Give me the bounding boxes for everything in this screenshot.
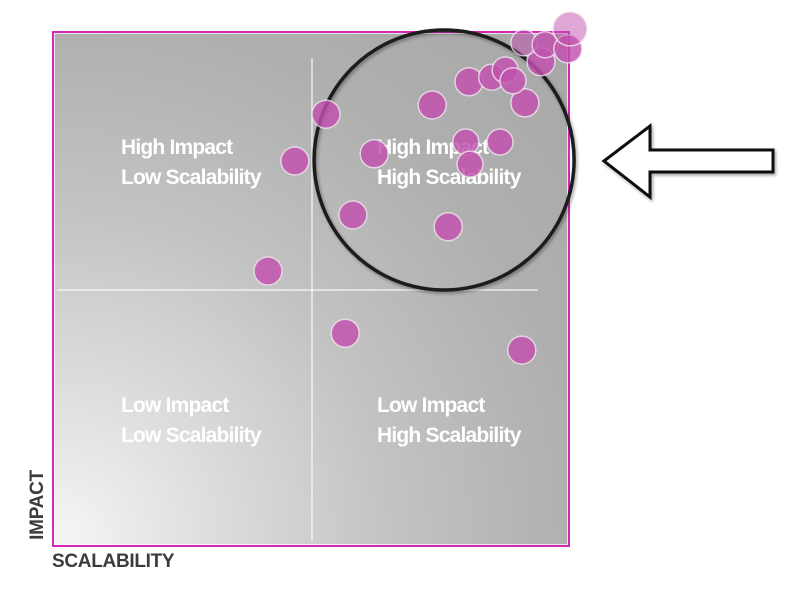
quadrant-label-line: High Scalability [377, 424, 521, 447]
quadrant-label-top-left: High Impact Low Scalability [121, 133, 262, 193]
left-arrow-annotation [601, 122, 775, 201]
quadrant-label-bottom-right: Low Impact High Scalability [377, 391, 521, 451]
quadrant-label-bottom-left: Low Impact Low Scalability [121, 391, 262, 451]
quadrant-label-top-right: High Impact High Scalability [377, 133, 521, 193]
quadrant-divider-horizontal [57, 289, 538, 291]
quadrant-chart: High Impact Low Scalability High Impact … [52, 31, 570, 547]
quadrant-label-line: High Scalability [377, 166, 521, 189]
quadrant-label-line: Low Impact [377, 394, 485, 417]
quadrant-label-line: High Impact [121, 136, 233, 159]
x-axis-label: SCALABILITY [52, 551, 175, 572]
quadrant-label-line: Low Impact [121, 394, 229, 417]
quadrant-label-line: High Impact [377, 136, 489, 159]
quadrant-label-line: Low Scalability [121, 166, 262, 189]
y-axis-label: IMPACT [27, 470, 48, 540]
quadrant-label-line: Low Scalability [121, 424, 262, 447]
quadrant-divider-vertical [311, 58, 313, 541]
